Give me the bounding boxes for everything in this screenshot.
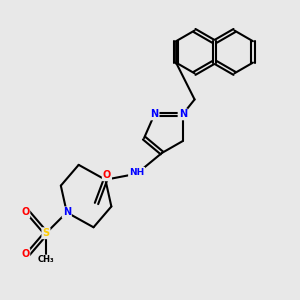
Text: O: O bbox=[103, 170, 111, 180]
Text: N: N bbox=[63, 207, 71, 218]
Text: N: N bbox=[178, 109, 187, 119]
Text: CH₃: CH₃ bbox=[38, 256, 54, 265]
Text: S: S bbox=[42, 228, 50, 238]
Text: NH: NH bbox=[129, 168, 144, 177]
Text: O: O bbox=[21, 249, 29, 259]
Text: N: N bbox=[150, 109, 158, 119]
Text: O: O bbox=[21, 207, 29, 218]
